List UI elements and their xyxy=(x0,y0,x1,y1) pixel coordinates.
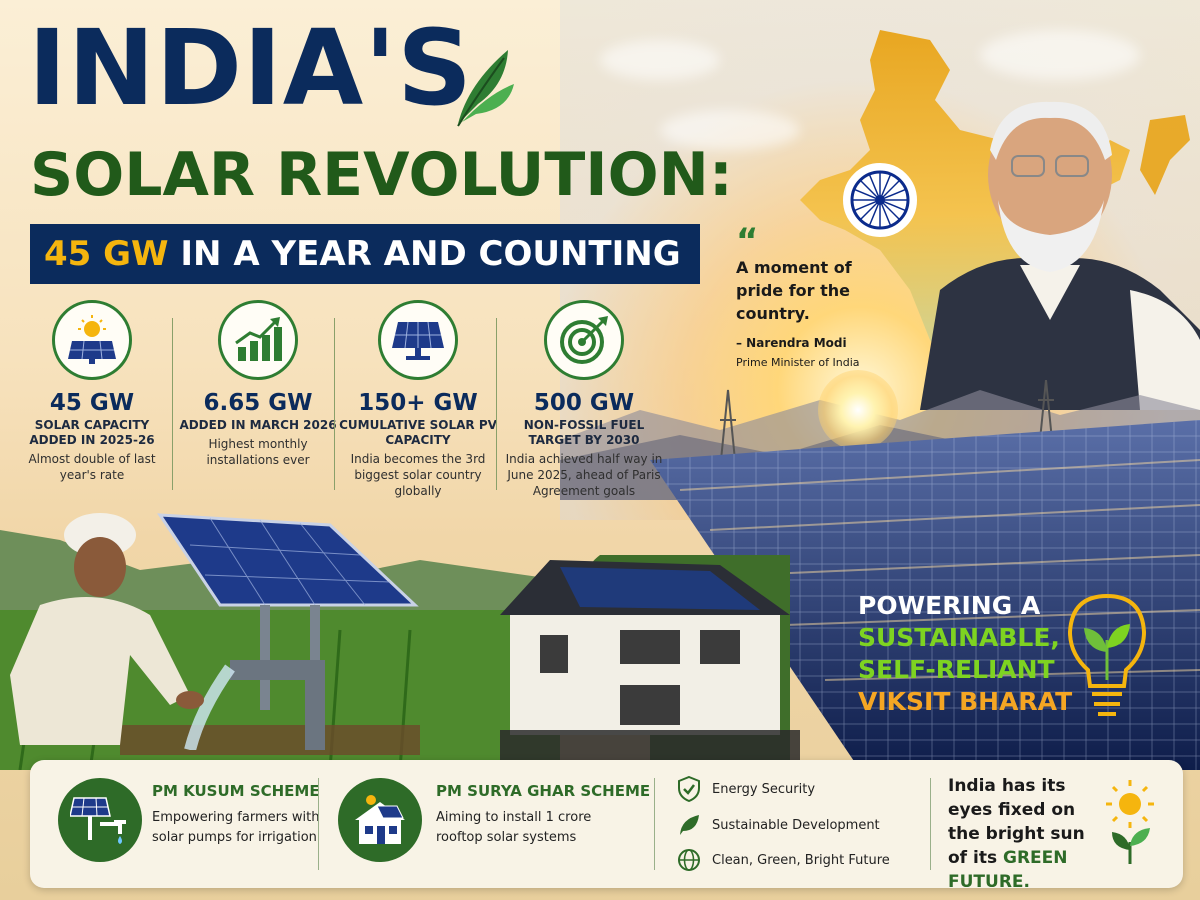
closing-message: India has its eyes fixed on the bright s… xyxy=(948,774,1108,894)
title-line-1: INDIA'S xyxy=(28,7,473,129)
lightbulb-leaf-icon xyxy=(1067,593,1147,716)
slogan-line: POWERING A xyxy=(858,591,1041,620)
ashoka-chakra-icon xyxy=(843,163,917,237)
feature-label: Sustainable Development xyxy=(712,817,880,833)
leaf-icon xyxy=(457,50,514,127)
sun-glow xyxy=(818,370,898,450)
feature-label: Energy Security xyxy=(712,781,816,797)
scheme-description: Aiming to install 1 crore rooftop solar … xyxy=(436,810,592,845)
feature-item: Sustainable Development xyxy=(676,812,880,838)
india-map-illustration xyxy=(800,30,1190,365)
divider xyxy=(318,778,319,870)
stat-description: India becomes the 3rd biggest solar coun… xyxy=(350,452,486,498)
stat-description: Highest monthly installations ever xyxy=(206,437,310,467)
divider xyxy=(654,778,655,870)
target-icon xyxy=(544,300,624,380)
slogan-line: VIKSIT BHARAT xyxy=(858,687,1073,716)
quote-mark: “ xyxy=(736,221,759,261)
subtitle-highlight: 45 GW xyxy=(44,234,169,274)
quote-text: A moment of pride for the country. xyxy=(736,258,852,323)
cloud xyxy=(600,40,720,80)
subtitle-text: IN A YEAR AND COUNTING xyxy=(180,234,681,274)
scheme-title: PM KUSUM SCHEME xyxy=(152,782,320,800)
stat-value: 45 GW xyxy=(49,390,135,416)
divider xyxy=(930,778,931,870)
solar-pump-illustration xyxy=(157,513,419,750)
prime-minister-portrait xyxy=(920,101,1200,410)
shield-check-icon xyxy=(676,776,702,802)
house-with-rooftop-solar xyxy=(500,555,800,765)
globe-icon xyxy=(676,847,702,873)
solar-panel-icon xyxy=(378,300,458,380)
stat-solar-capacity: 45 GW SOLAR CAPACITY ADDED IN 2025-26 Al… xyxy=(12,300,172,483)
solar-farm xyxy=(650,420,1200,770)
stat-label: NON-FOSSIL FUEL TARGET BY 2030 xyxy=(523,418,645,447)
stat-march-additions: 6.65 GW ADDED IN MARCH 2026 Highest mont… xyxy=(178,300,338,468)
slogan-line: SELF-RELIANT xyxy=(858,655,1055,684)
leaf-icon xyxy=(676,812,702,838)
quote-author: – Narendra Modi xyxy=(736,336,847,350)
closing-text: India has its eyes fixed on the bright s… xyxy=(948,776,1085,868)
feature-item: Energy Security xyxy=(676,776,815,802)
cloud xyxy=(980,30,1140,80)
closing-highlight: GREEN FUTURE. xyxy=(948,848,1068,892)
stat-non-fossil-target: 500 GW NON-FOSSIL FUEL TARGET BY 2030 In… xyxy=(500,300,668,499)
stat-cumulative-capacity: 150+ GW CUMULATIVE SOLAR PV CAPACITY Ind… xyxy=(338,300,498,499)
stat-label: ADDED IN MARCH 2026 xyxy=(179,418,337,432)
stat-description: Almost double of last year's rate xyxy=(28,452,156,482)
solar-pump-icon xyxy=(58,778,142,862)
divider xyxy=(172,318,173,490)
title-line-2: SOLAR REVOLUTION: xyxy=(30,140,733,210)
rooftop-solar-house-icon xyxy=(338,778,422,862)
slogan-line: SUSTAINABLE, xyxy=(858,623,1060,652)
growth-chart-icon xyxy=(218,300,298,380)
subtitle-banner: 45 GW IN A YEAR AND COUNTING xyxy=(30,224,700,284)
scheme-description: Empowering farmers with solar pumps for … xyxy=(152,810,320,845)
stat-value: 500 GW xyxy=(533,390,635,416)
stat-value: 6.65 GW xyxy=(203,390,313,416)
divider xyxy=(334,318,335,490)
stat-label: SOLAR CAPACITY ADDED IN 2025-26 xyxy=(29,418,155,447)
quote-author-role: Prime Minister of India xyxy=(736,356,860,369)
feature-item: Clean, Green, Bright Future xyxy=(676,847,890,873)
stat-label: CUMULATIVE SOLAR PV CAPACITY xyxy=(339,418,497,447)
stat-description: India achieved half way in June 2025, ah… xyxy=(505,452,663,498)
scheme-title: PM SURYA GHAR SCHEME xyxy=(436,782,651,800)
stat-value: 150+ GW xyxy=(358,390,478,416)
divider xyxy=(496,318,497,490)
cloud xyxy=(660,110,800,150)
powering-slogan: POWERING A SUSTAINABLE, SELF-RELIANT VIK… xyxy=(858,590,1072,718)
bottom-info-bar xyxy=(30,760,1183,888)
farmer-illustration xyxy=(10,513,204,745)
sun-solar-panel-icon xyxy=(52,300,132,380)
feature-label: Clean, Green, Bright Future xyxy=(712,852,890,868)
sun-with-leaves-icon xyxy=(1106,780,1154,864)
